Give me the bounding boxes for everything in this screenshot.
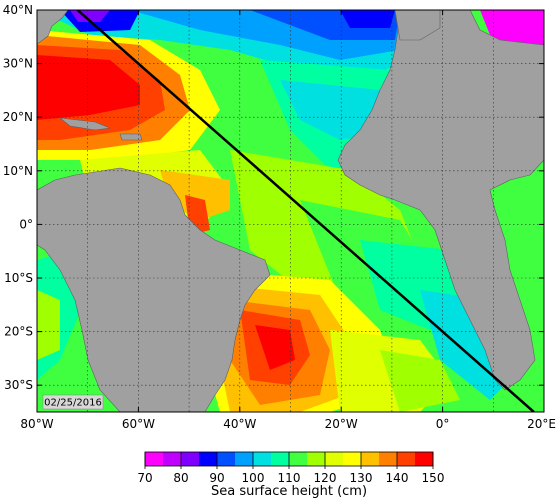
colorbar-cell [343, 452, 362, 466]
track-line [76, 10, 535, 412]
lat-tick-label: 0° [19, 217, 33, 231]
longitude-axis: 80°W 60°W 40°W 20°W 0° 20°E [20, 10, 556, 431]
colorbar-tick-label: 140 [386, 471, 409, 485]
date-label: 02/25/2016 [44, 398, 102, 409]
colorbar: 70 80 90 100 110 120 130 140 150 Sea surface hei… [137, 451, 444, 499]
colorbar-cell [253, 452, 272, 466]
colorbar-cell [217, 452, 236, 466]
colorbar-cell [325, 452, 344, 466]
land-africa [337, 10, 544, 391]
date-stamp: 02/25/2016 [42, 394, 104, 410]
colorbar-tick-label: 70 [137, 471, 152, 485]
colorbar-title: Sea surface height (cm) [211, 484, 367, 499]
colorbar-tick-label: 90 [209, 471, 224, 485]
lon-tick-label: 20°E [527, 417, 556, 431]
colorbar-cell [145, 452, 164, 466]
lat-tick-label: 10°N [3, 164, 33, 178]
land-iberia [394, 10, 441, 41]
lon-tick-label: 40°W [223, 417, 256, 431]
gridlines [37, 10, 544, 412]
lon-tick-label: 60°W [122, 417, 155, 431]
land [37, 10, 544, 412]
colorbar-cell [379, 452, 398, 466]
land-hispaniola [119, 133, 143, 141]
colorbar-tick-label: 120 [314, 471, 337, 485]
latitude-axis: 40°N 30°N 20°N 10°N 0° 10°S 20°S 30°S [3, 3, 544, 392]
colorbar-tick-label: 130 [350, 471, 373, 485]
lat-tick-label: 20°S [4, 325, 33, 339]
colorbar-cell [235, 452, 254, 466]
lat-tick-label: 30°N [3, 57, 33, 71]
colorbar-tick-label: 100 [242, 471, 265, 485]
colorbar-cell [397, 452, 416, 466]
colorbar-cell [307, 452, 326, 466]
colorbar-cell [289, 452, 308, 466]
plot-frame [36, 9, 545, 413]
lat-tick-label: 20°N [3, 110, 33, 124]
colorbar-tick-label: 150 [422, 471, 445, 485]
colorbar-ticks: 70 80 90 100 110 120 130 140 150 [137, 452, 444, 485]
colorbar-cell [361, 452, 380, 466]
colorbar-cell [163, 452, 182, 466]
colorbar-cell [271, 452, 290, 466]
lon-tick-label: 80°W [20, 417, 53, 431]
lon-tick-label: 0° [436, 417, 450, 431]
colorbar-cell [181, 452, 200, 466]
colorbar-cell [415, 452, 434, 466]
land-cuba [58, 117, 112, 131]
plot-area [37, 10, 544, 412]
land-south-america [37, 167, 271, 412]
colorbar-tick-label: 110 [278, 471, 301, 485]
lon-tick-label: 20°W [325, 417, 358, 431]
lat-tick-label: 30°S [4, 378, 33, 392]
lat-tick-label: 40°N [3, 3, 33, 17]
colorbar-tick-label: 80 [173, 471, 188, 485]
colorbar-cell [199, 452, 218, 466]
colorbar-cells [145, 452, 434, 466]
lat-tick-label: 10°S [4, 271, 33, 285]
